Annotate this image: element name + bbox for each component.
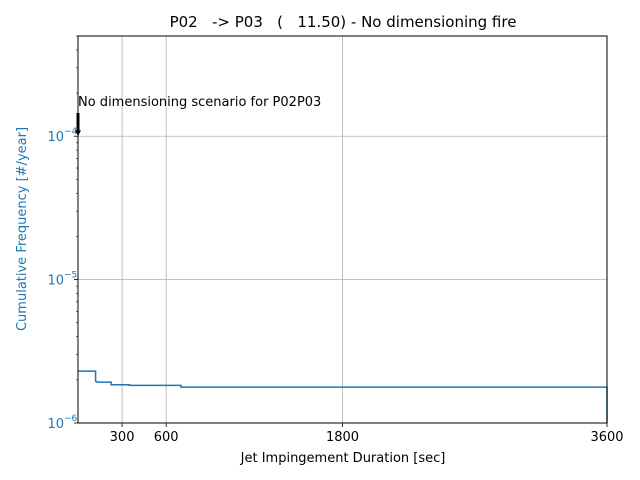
x-tick-label: 300	[110, 430, 135, 445]
x-axis-label: Jet Impingement Duration [sec]	[240, 451, 446, 466]
series-layer	[78, 370, 608, 423]
y-tick-exponent: −6	[64, 414, 78, 424]
annotation-layer: No dimensioning scenario for P02P03	[75, 95, 321, 137]
y-tick-label: 10	[47, 274, 64, 289]
series-line-0	[78, 370, 608, 423]
y-axis-label: Cumulative Frequency [#/year]	[15, 127, 30, 331]
annotation-arrow-head	[75, 130, 81, 137]
y-ticks: 10−610−510−4	[47, 35, 78, 432]
y-tick-exponent: −4	[64, 127, 78, 137]
y-tick-label: 10	[47, 417, 64, 432]
x-tick-label: 1800	[326, 430, 359, 445]
annotation-label: No dimensioning scenario for P02P03	[78, 95, 321, 110]
x-tick-label: 3600	[590, 430, 623, 445]
y-tick-label: 10	[47, 130, 64, 145]
chart-title: P02 -> P03 ( 11.50) - No dimensioning fi…	[170, 13, 517, 31]
x-ticks: 300 600 1800 3600	[110, 423, 624, 445]
x-tick-label: 600	[154, 430, 179, 445]
y-tick-exponent: −5	[64, 271, 77, 281]
